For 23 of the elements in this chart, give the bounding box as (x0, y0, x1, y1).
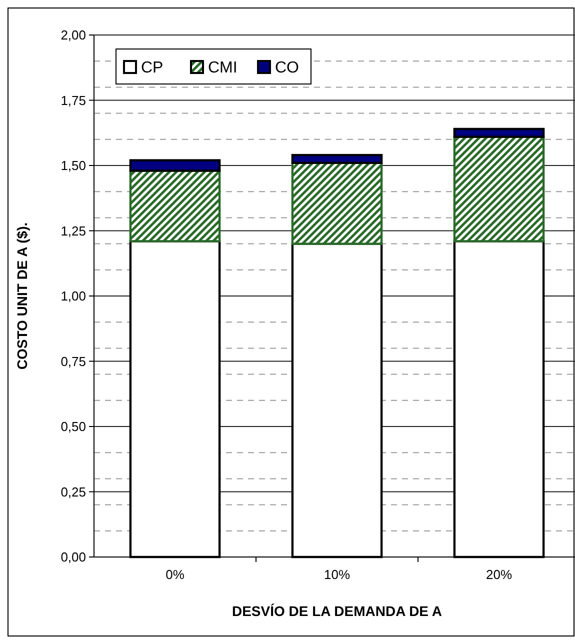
y-tick-label: 1,75 (60, 92, 86, 108)
bar (291, 154, 383, 164)
y-tick-label: 0,50 (60, 419, 86, 434)
legend-label: CMI (208, 60, 238, 77)
y-tick-label: 1,50 (60, 158, 86, 174)
y-tick-label: 1,00 (60, 288, 86, 304)
x-tick-label: 0% (166, 567, 185, 582)
bar (129, 159, 221, 172)
bar (291, 162, 383, 245)
bar (129, 170, 221, 242)
legend-label: CO (275, 60, 299, 77)
y-tick-label: 0,75 (60, 354, 86, 369)
y-tick-label: 0,00 (60, 550, 86, 565)
y-axis-title: COSTO UNIT DE A ($). (14, 222, 30, 370)
y-tick-label: 2,00 (60, 28, 86, 43)
bar (453, 128, 545, 138)
legend-label: CP (141, 60, 164, 77)
x-axis-title: DESVÍO DE LA DEMANDA DE A (232, 603, 442, 619)
x-tick-label: 10% (324, 567, 350, 582)
x-tick-label: 20% (486, 567, 512, 582)
y-tick-label: 0,25 (60, 484, 86, 500)
y-tick-label: 1,25 (60, 223, 86, 238)
bar (453, 136, 545, 242)
